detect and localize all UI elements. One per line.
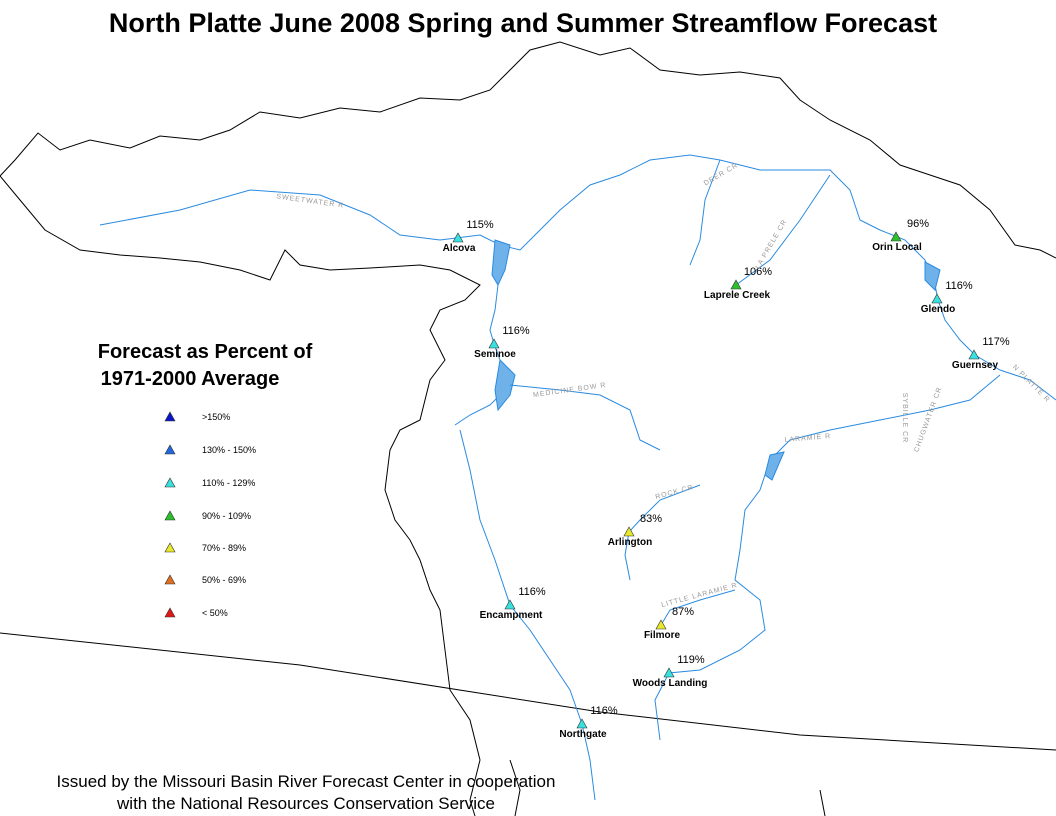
river-label: LA PRELE CR (755, 218, 789, 270)
river-label: ROCK CR (655, 484, 695, 501)
station-marker (576, 718, 588, 729)
legend-symbol (164, 444, 176, 455)
legend-symbol (164, 477, 176, 488)
legend-label: 50% - 69% (202, 575, 246, 585)
river-label: LARAMIE R (784, 433, 831, 444)
legend-symbol (164, 411, 176, 422)
station-name: Laprele Creek (704, 290, 771, 301)
legend-label: 90% - 109% (202, 511, 251, 521)
station-name: Alcova (443, 243, 476, 254)
footer: with the National Resources Conservation… (116, 794, 495, 813)
station-forecast: 119% (677, 654, 705, 666)
station-marker (488, 338, 500, 349)
station-name: Orin Local (872, 242, 922, 253)
station-forecast: 117% (982, 336, 1010, 348)
station-name: Glendo (921, 304, 955, 315)
station-forecast: 96% (907, 218, 929, 230)
river-label: MEDICINE BOW R (533, 382, 607, 399)
legend-label: >150% (202, 412, 230, 422)
station-name: Filmore (644, 630, 681, 641)
legend-symbol (164, 510, 176, 521)
legend-label: < 50% (202, 608, 228, 618)
legend-label: 130% - 150% (202, 445, 256, 455)
legend-title: Forecast as Percent of (98, 341, 313, 363)
river-label: LITTLE LARAMIE R (661, 582, 739, 609)
station-name: Guernsey (952, 360, 999, 371)
river-label: SWEETWATER R (276, 193, 345, 209)
station-name: Seminoe (474, 349, 516, 360)
station-forecast: 116% (945, 280, 973, 292)
footer: Issued by the Missouri Basin River Forec… (57, 772, 556, 791)
river-label: CHUGWATER CR (913, 386, 943, 453)
legend-title: 1971-2000 Average (101, 368, 280, 390)
basin-boundary (0, 41, 1056, 816)
station-forecast: 116% (590, 705, 618, 717)
river-label: SYBILLE CR (901, 393, 908, 443)
station-marker (452, 232, 464, 243)
legend-symbol (164, 607, 176, 618)
legend-symbol (164, 542, 176, 553)
river-label: DEER CR (703, 162, 740, 187)
station-forecast: 116% (518, 586, 546, 598)
map-title: North Platte June 2008 Spring and Summer… (109, 8, 937, 38)
station-forecast: 116% (502, 325, 530, 337)
station-marker (730, 279, 742, 290)
station-marker (655, 619, 667, 630)
river-label: N PLATTE R (1011, 364, 1051, 404)
station-marker (504, 599, 516, 610)
station-marker (931, 293, 943, 304)
station-name: Woods Landing (633, 678, 708, 689)
station-forecast: 83% (640, 513, 662, 525)
station-name: Arlington (608, 537, 652, 548)
legend-symbol (164, 574, 176, 585)
legend-label: 110% - 129% (202, 478, 255, 488)
station-forecast: 106% (744, 266, 772, 278)
station-forecast: 115% (466, 219, 494, 231)
rivers (99, 154, 1056, 801)
station-name: Encampment (480, 610, 543, 621)
station-marker (890, 231, 902, 242)
station-marker (968, 349, 980, 360)
station-marker (663, 667, 675, 678)
station-forecast: 87% (672, 606, 694, 618)
station-name: Northgate (559, 729, 607, 740)
station-marker (623, 526, 635, 537)
legend-label: 70% - 89% (202, 543, 246, 553)
